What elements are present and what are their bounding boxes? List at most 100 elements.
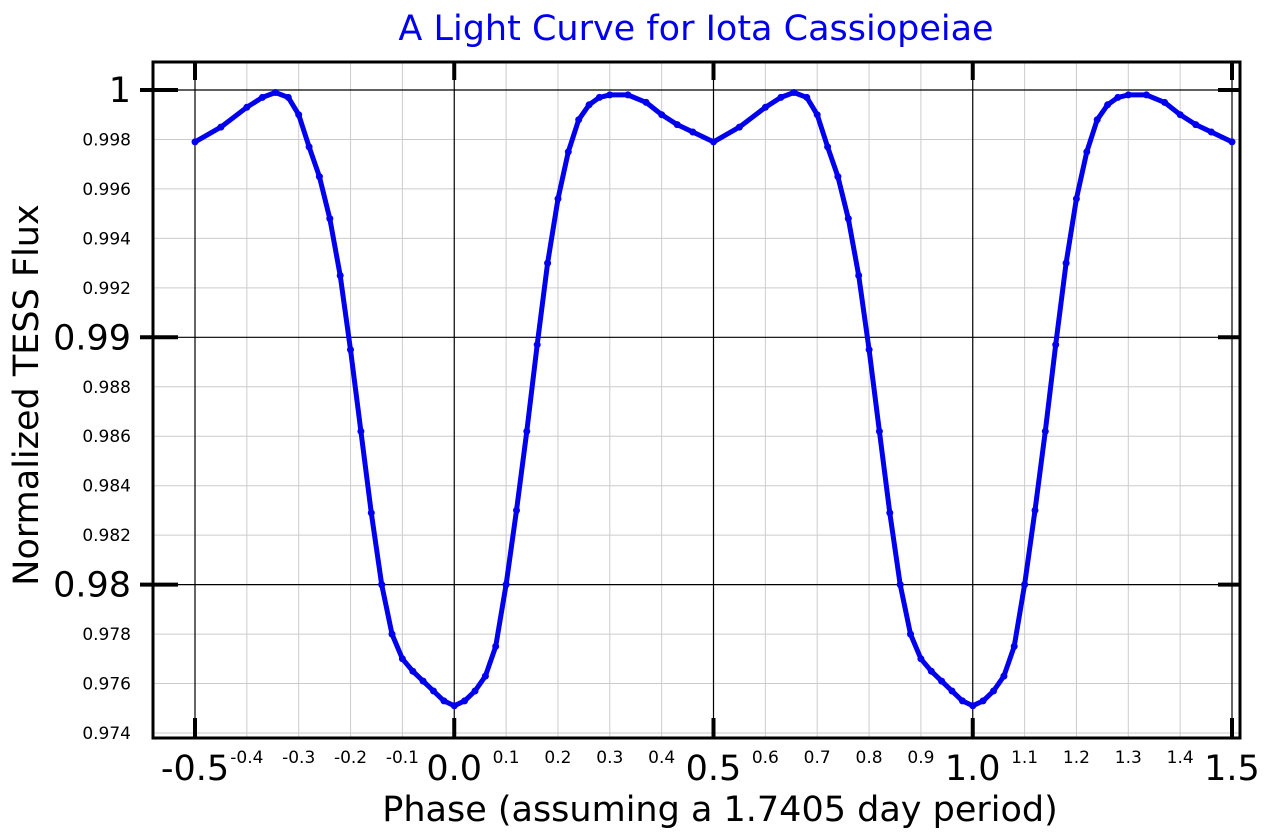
data-point bbox=[803, 93, 811, 101]
data-point bbox=[523, 427, 531, 435]
data-point bbox=[790, 89, 798, 96]
data-point bbox=[969, 702, 977, 710]
data-point bbox=[367, 509, 375, 517]
data-point bbox=[917, 655, 925, 663]
y-minor-tick-label: 0.988 bbox=[82, 378, 131, 398]
data-point bbox=[1176, 111, 1184, 119]
data-point bbox=[461, 697, 469, 705]
data-point bbox=[979, 697, 987, 705]
data-point bbox=[585, 101, 593, 109]
data-point bbox=[1104, 101, 1112, 109]
x-minor-tick-label: 1.3 bbox=[1115, 748, 1142, 768]
y-major-tick-label: 0.99 bbox=[53, 318, 131, 358]
x-minor-tick-label: 0.1 bbox=[493, 748, 520, 768]
data-point bbox=[886, 509, 894, 517]
data-point bbox=[295, 111, 303, 119]
data-point bbox=[1142, 91, 1150, 99]
data-point bbox=[844, 215, 852, 223]
x-minor-tick-label: -0.4 bbox=[230, 748, 263, 768]
data-point bbox=[948, 687, 956, 695]
data-point bbox=[347, 346, 354, 354]
data-point bbox=[544, 259, 552, 267]
x-major-tick-label: 1.5 bbox=[1204, 749, 1260, 789]
data-point bbox=[855, 272, 863, 279]
data-point bbox=[554, 195, 562, 203]
x-axis-label: Phase (assuming a 1.7405 day period) bbox=[382, 790, 1058, 830]
data-point bbox=[471, 687, 479, 695]
y-major-tick-label: 1 bbox=[109, 71, 131, 111]
data-point bbox=[834, 173, 842, 181]
data-point bbox=[1041, 427, 1049, 435]
data-point bbox=[388, 630, 396, 638]
x-minor-tick-label: 1.1 bbox=[1011, 748, 1038, 768]
data-point bbox=[1124, 91, 1132, 99]
data-point bbox=[533, 341, 541, 349]
data-point bbox=[689, 128, 697, 136]
data-point bbox=[907, 630, 914, 638]
data-point bbox=[824, 143, 832, 151]
chart-title: A Light Curve for Iota Cassiopeiae bbox=[398, 9, 993, 49]
data-point bbox=[1000, 672, 1008, 680]
data-point bbox=[305, 143, 313, 151]
grid-layer bbox=[153, 62, 1240, 738]
data-point bbox=[990, 687, 997, 695]
data-point bbox=[450, 702, 458, 710]
data-point bbox=[191, 138, 199, 146]
data-point bbox=[440, 697, 448, 705]
x-minor-tick-label: 0.3 bbox=[596, 748, 623, 768]
data-point bbox=[430, 687, 437, 695]
data-point bbox=[777, 93, 785, 101]
data-point bbox=[1072, 195, 1080, 203]
data-point bbox=[1192, 121, 1200, 129]
data-point bbox=[875, 427, 883, 435]
data-point bbox=[502, 581, 510, 589]
data-point bbox=[606, 91, 614, 99]
y-minor-tick-label: 0.994 bbox=[82, 229, 131, 249]
x-minor-tick-label: -0.3 bbox=[282, 748, 315, 768]
data-point bbox=[642, 98, 650, 106]
plot-frame bbox=[151, 60, 1242, 740]
y-major-tick-label: 0.98 bbox=[53, 566, 131, 606]
label-layer: -0.5 0.0 0.5 1.0 1.5 -0.4 -0.3 -0.2 -0.1 0.1 0.2 0.… bbox=[53, 71, 1260, 789]
data-point bbox=[595, 93, 603, 101]
data-point bbox=[624, 91, 632, 99]
data-point bbox=[284, 93, 292, 101]
x-minor-tick-label: 0.2 bbox=[544, 748, 571, 768]
x-minor-tick-label: -0.1 bbox=[386, 748, 419, 768]
x-minor-tick-label: -0.2 bbox=[334, 748, 367, 768]
y-minor-tick-label: 0.984 bbox=[82, 477, 131, 497]
x-major-tick-label: 1.0 bbox=[945, 749, 1001, 789]
data-point bbox=[1228, 138, 1236, 146]
data-point bbox=[813, 111, 821, 119]
data-point bbox=[513, 506, 520, 514]
data-point bbox=[938, 677, 946, 685]
data-point bbox=[1114, 93, 1122, 101]
data-point bbox=[315, 173, 323, 181]
x-major-tick-label: -0.5 bbox=[161, 749, 229, 789]
data-point bbox=[1083, 148, 1091, 156]
x-minor-tick-label: 0.8 bbox=[856, 748, 883, 768]
y-minor-tick-label: 0.978 bbox=[82, 625, 131, 645]
data-point bbox=[575, 116, 583, 124]
y-minor-tick-label: 0.986 bbox=[82, 427, 131, 447]
data-point bbox=[564, 148, 572, 156]
data-point bbox=[398, 655, 406, 663]
data-point bbox=[761, 103, 769, 111]
data-point bbox=[1010, 642, 1018, 650]
data-point bbox=[1052, 341, 1060, 349]
data-point bbox=[326, 215, 334, 223]
data-point bbox=[927, 667, 935, 675]
data-point bbox=[1093, 116, 1101, 124]
x-minor-tick-label: 0.7 bbox=[804, 748, 831, 768]
y-minor-tick-label: 0.982 bbox=[82, 526, 131, 546]
data-point bbox=[336, 272, 344, 279]
data-point bbox=[217, 123, 225, 131]
data-point bbox=[492, 642, 500, 650]
data-point bbox=[409, 667, 417, 675]
y-minor-tick-label: 0.992 bbox=[82, 279, 131, 299]
data-point bbox=[1207, 128, 1215, 136]
y-axis-label: Normalized TESS Flux bbox=[7, 204, 47, 585]
x-major-tick-label: 0.0 bbox=[426, 749, 482, 789]
